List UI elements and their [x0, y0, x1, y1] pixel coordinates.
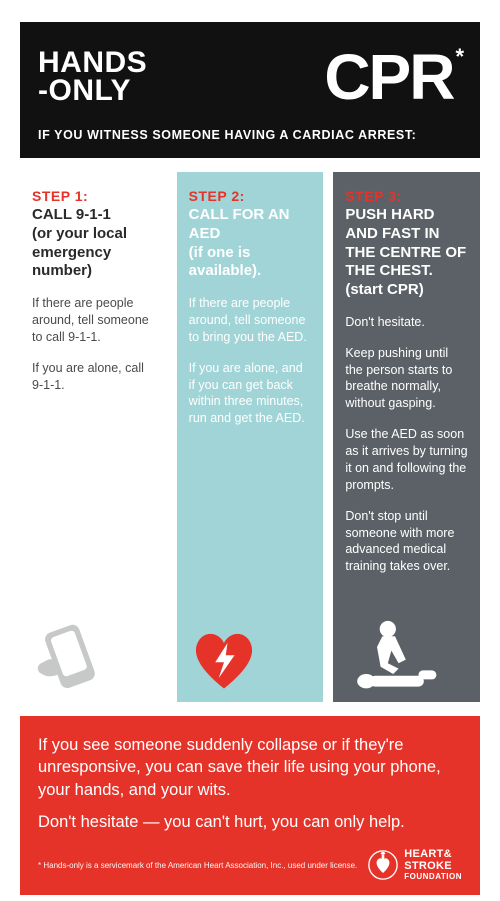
title-line2: -ONLY — [38, 74, 131, 107]
title-cpr: CPR * — [324, 40, 462, 114]
phone-icon — [32, 612, 155, 692]
step-2-para-2: If you are alone, and if you can get bac… — [189, 360, 312, 428]
header-subhead: IF YOU WITNESS SOMEONE HAVING A CARDIAC … — [38, 128, 462, 142]
step-3-para-4: Don't stop until someone with more advan… — [345, 508, 468, 576]
steps-columns: STEP 1: CALL 9-1-1 (or your local emerge… — [20, 172, 480, 702]
infographic-frame: HANDS -ONLY CPR * IF YOU WITNESS SOMEONE… — [0, 0, 500, 901]
heart-bolt-icon — [189, 612, 312, 692]
header-block: HANDS -ONLY CPR * IF YOU WITNESS SOMEONE… — [20, 22, 480, 158]
title-asterisk: * — [455, 44, 462, 70]
step-1-para-2: If you are alone, call 9-1-1. — [32, 360, 155, 394]
step-3-column: STEP 3: PUSH HARD AND FAST IN THE CENTRE… — [333, 172, 480, 702]
step-2-title: CALL FOR AN AED (if one is available). — [189, 206, 312, 281]
step-3-label: STEP 3: — [345, 188, 468, 204]
title-hands-only: HANDS -ONLY — [38, 49, 147, 106]
step-2-para-1: If there are people around, tell someone… — [189, 295, 312, 346]
brand-sub: FOUNDATION — [404, 872, 462, 881]
step-1-label: STEP 1: — [32, 188, 155, 204]
step-3-title: PUSH HARD AND FAST IN THE CENTRE OF THE … — [345, 206, 468, 300]
title-row: HANDS -ONLY CPR * — [38, 40, 462, 114]
step-2-label: STEP 2: — [189, 188, 312, 204]
cpr-figure-icon — [345, 612, 468, 692]
step-3-para-1: Don't hesitate. — [345, 314, 468, 331]
brand-line-1: HEART& — [404, 849, 462, 861]
brand-logo: HEART& STROKE FOUNDATION — [368, 849, 462, 881]
brand-text-block: HEART& STROKE FOUNDATION — [404, 849, 462, 881]
title-cpr-text: CPR — [324, 40, 453, 114]
footer-lead-2: Don't hesitate — you can't hurt, you can… — [38, 811, 462, 833]
step-1-title: CALL 9-1-1 (or your local emergency numb… — [32, 206, 155, 281]
step-1-para-1: If there are people around, tell someone… — [32, 295, 155, 346]
heart-torch-icon — [368, 850, 398, 880]
step-3-para-2: Keep pushing until the person starts to … — [345, 345, 468, 413]
footer-block: If you see someone suddenly collapse or … — [20, 716, 480, 895]
footer-disclaimer: * Hands-only is a servicemark of the Ame… — [38, 861, 358, 870]
step-1-column: STEP 1: CALL 9-1-1 (or your local emerge… — [20, 172, 167, 702]
step-3-para-3: Use the AED as soon as it arrives by tur… — [345, 426, 468, 494]
brand-line-2: STROKE — [404, 861, 462, 873]
step-2-column: STEP 2: CALL FOR AN AED (if one is avail… — [177, 172, 324, 702]
footer-lead-1: If you see someone suddenly collapse or … — [38, 734, 462, 801]
footer-bottom-row: * Hands-only is a servicemark of the Ame… — [38, 849, 462, 881]
